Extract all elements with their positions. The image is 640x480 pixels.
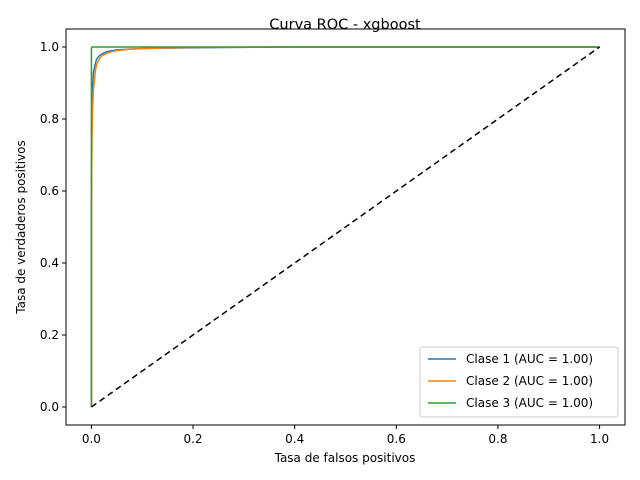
x-tick-label: 0.8 <box>488 432 507 446</box>
x-tick-label: 0.4 <box>285 432 304 446</box>
plot-area <box>65 28 626 426</box>
y-axis: 0.0 0.2 0.4 0.6 0.8 1.0 <box>40 40 66 414</box>
legend-label-clase-2: Clase 2 (AUC = 1.00) <box>466 374 593 388</box>
y-tick-label: 0.2 <box>40 328 59 342</box>
x-tick-label: 0.0 <box>82 432 101 446</box>
series-line-clase-3 <box>90 46 600 407</box>
legend-label-clase-1: Clase 1 (AUC = 1.00) <box>466 352 593 366</box>
plot-frame <box>65 28 626 426</box>
legend-box <box>419 346 619 418</box>
x-axis: 0.0 0.2 0.4 0.6 0.8 1.0 <box>82 425 609 446</box>
x-axis-label: Tasa de falsos positivos <box>274 451 416 465</box>
y-tick-label: 1.0 <box>40 40 59 54</box>
y-tick-label: 0.8 <box>40 112 59 126</box>
y-tick-label: 0.4 <box>40 256 59 270</box>
chart-title: Curva ROC - xgboost <box>269 17 421 33</box>
x-tick-label: 0.2 <box>183 432 202 446</box>
y-tick-label: 0.0 <box>40 400 59 414</box>
series-layer <box>90 46 601 408</box>
x-tick-label: 0.6 <box>387 432 406 446</box>
y-tick-label: 0.6 <box>40 184 59 198</box>
x-tick-label: 1.0 <box>590 432 609 446</box>
y-axis-label: Tasa de verdaderos positivos <box>14 140 28 314</box>
legend: Clase 1 (AUC = 1.00) Clase 2 (AUC = 1.00)… <box>419 346 619 418</box>
series-line-clase-2 <box>90 46 600 407</box>
legend-label-clase-3: Clase 3 (AUC = 1.00) <box>466 396 593 410</box>
reference-diagonal-line <box>90 46 601 408</box>
